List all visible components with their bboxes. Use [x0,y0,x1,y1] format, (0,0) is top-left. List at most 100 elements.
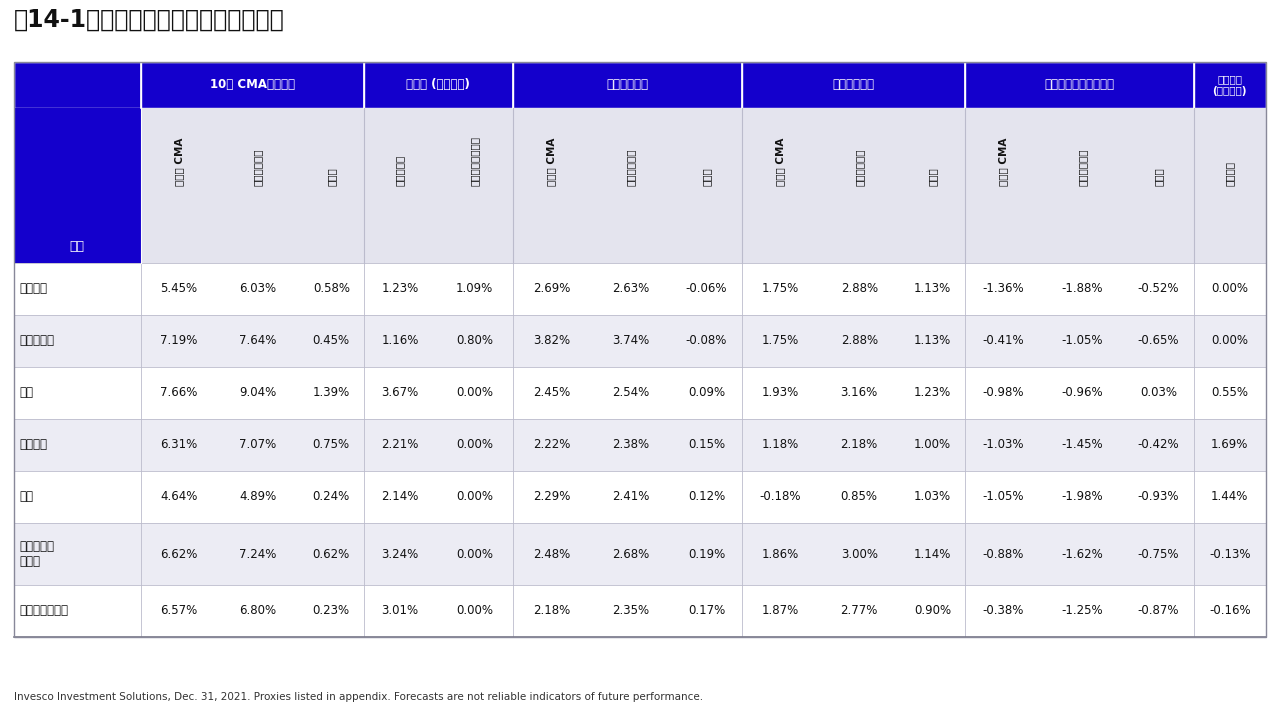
Text: 3.82%: 3.82% [532,335,570,348]
Text: Invesco Investment Solutions, Dec. 31, 2021. Proxies listed in appendix. Forecas: Invesco Investment Solutions, Dec. 31, 2… [14,692,703,702]
Text: 配当利回り: 配当利回り [396,154,404,186]
Text: 0.45%: 0.45% [312,335,349,348]
Text: 3.16%: 3.16% [841,387,878,400]
Text: -0.65%: -0.65% [1138,335,1179,348]
Bar [513,62,741,108]
Text: ベース CMA: ベース CMA [174,137,184,186]
Text: 1.39%: 1.39% [312,387,349,400]
Text: 0.23%: 0.23% [312,605,349,618]
Text: 2.22%: 2.22% [532,438,570,451]
Text: 1.44%: 1.44% [1211,490,1248,503]
Text: -0.87%: -0.87% [1138,605,1179,618]
Text: -0.13%: -0.13% [1210,547,1251,560]
Text: 2.77%: 2.77% [841,605,878,618]
Text: -0.75%: -0.75% [1138,547,1179,560]
Text: 英国: 英国 [19,387,33,400]
Bar [14,315,1266,367]
Text: 1.09%: 1.09% [456,282,493,295]
Text: -0.98%: -0.98% [983,387,1024,400]
Text: 0.12%: 0.12% [687,490,724,503]
Text: バリュエーション変化: バリュエーション変化 [1044,78,1115,91]
Text: -1.03%: -1.03% [983,438,1024,451]
Text: 2.69%: 2.69% [532,282,570,295]
Text: ユーロ圏: ユーロ圏 [19,438,47,451]
Text: 0.17%: 0.17% [687,605,724,618]
Text: -0.41%: -0.41% [983,335,1024,348]
Text: -0.96%: -0.96% [1061,387,1103,400]
Text: 2.29%: 2.29% [532,490,570,503]
Text: 1.13%: 1.13% [914,282,951,295]
Text: 実質利益成長: 実質利益成長 [607,78,649,91]
Text: 4.89%: 4.89% [239,490,276,503]
Text: 2.35%: 2.35% [612,605,649,618]
Bar [14,419,1266,471]
Text: 1.86%: 1.86% [762,547,799,560]
Bar [364,62,513,108]
Text: 4.64%: 4.64% [160,490,197,503]
Text: 0.85%: 0.85% [841,490,878,503]
Text: オーストラリア: オーストラリア [19,605,68,618]
Text: 変化幅: 変化幅 [701,167,712,186]
Text: 0.09%: 0.09% [687,387,724,400]
Text: -0.88%: -0.88% [983,547,1024,560]
Text: 気候変動考慮: 気候変動考慮 [253,148,264,186]
Text: 変化幅: 変化幅 [928,167,937,186]
Text: 気候変動考慮: 気候変動考慮 [854,148,864,186]
Text: -0.42%: -0.42% [1138,438,1179,451]
Text: 変化幅: 変化幅 [1153,167,1164,186]
Text: -0.06%: -0.06% [686,282,727,295]
Text: 0.19%: 0.19% [687,547,724,560]
Text: 0.90%: 0.90% [914,605,951,618]
Text: 7.19%: 7.19% [160,335,197,348]
Text: 図14-1：株式リターンに行われた調整: 図14-1：株式リターンに行われた調整 [14,8,284,32]
Text: 3.01%: 3.01% [381,605,419,618]
Text: -1.45%: -1.45% [1061,438,1103,451]
Text: 期待インフレ: 期待インフレ [832,78,874,91]
Text: 2.18%: 2.18% [532,605,570,618]
Text: 変化幅: 変化幅 [326,167,337,186]
Text: 2.41%: 2.41% [612,490,649,503]
Text: 0.00%: 0.00% [456,438,493,451]
Text: 0.55%: 0.55% [1211,387,1248,400]
Text: 3.74%: 3.74% [612,335,649,348]
Text: バイバック利回り: バイバック利回り [470,135,480,186]
Text: ベース CMA: ベース CMA [547,137,557,186]
Text: 気候変動考慮: 気候変動考慮 [1078,148,1088,186]
Text: ベース CMA: ベース CMA [998,137,1009,186]
Text: 1.93%: 1.93% [762,387,799,400]
Text: 1.16%: 1.16% [381,335,419,348]
Text: 2.68%: 2.68% [612,547,649,560]
Bar [741,62,965,108]
Text: 1.23%: 1.23% [381,282,419,295]
Text: 9.04%: 9.04% [239,387,276,400]
Text: 2.18%: 2.18% [841,438,878,451]
Text: 7.64%: 7.64% [239,335,276,348]
Text: 2.21%: 2.21% [381,438,419,451]
Text: 0.75%: 0.75% [312,438,349,451]
Bar [141,108,1266,263]
Text: 0.00%: 0.00% [1211,335,1248,348]
Text: 3.67%: 3.67% [381,387,419,400]
Text: 3.24%: 3.24% [381,547,419,560]
Text: -1.36%: -1.36% [983,282,1024,295]
Text: 2.48%: 2.48% [532,547,570,560]
Text: 2.88%: 2.88% [841,282,878,295]
Bar [14,471,1266,523]
Text: 資産: 資産 [70,240,84,253]
Text: 1.00%: 1.00% [914,438,951,451]
Text: -0.18%: -0.18% [759,490,801,503]
Text: 通貨調整
(変化なし): 通貨調整 (変化なし) [1212,74,1247,96]
Text: 米国大型: 米国大型 [19,282,47,295]
Text: 1.75%: 1.75% [762,335,799,348]
Text: 0.00%: 0.00% [456,490,493,503]
Text: -1.88%: -1.88% [1061,282,1103,295]
Bar [965,62,1194,108]
Text: 0.03%: 0.03% [1140,387,1176,400]
Bar [14,585,1266,637]
Text: 7.66%: 7.66% [160,387,197,400]
Text: -1.25%: -1.25% [1061,605,1103,618]
Text: -1.05%: -1.05% [1061,335,1103,348]
Bar [14,263,1266,315]
Text: 2.14%: 2.14% [381,490,419,503]
Text: 0.24%: 0.24% [312,490,349,503]
